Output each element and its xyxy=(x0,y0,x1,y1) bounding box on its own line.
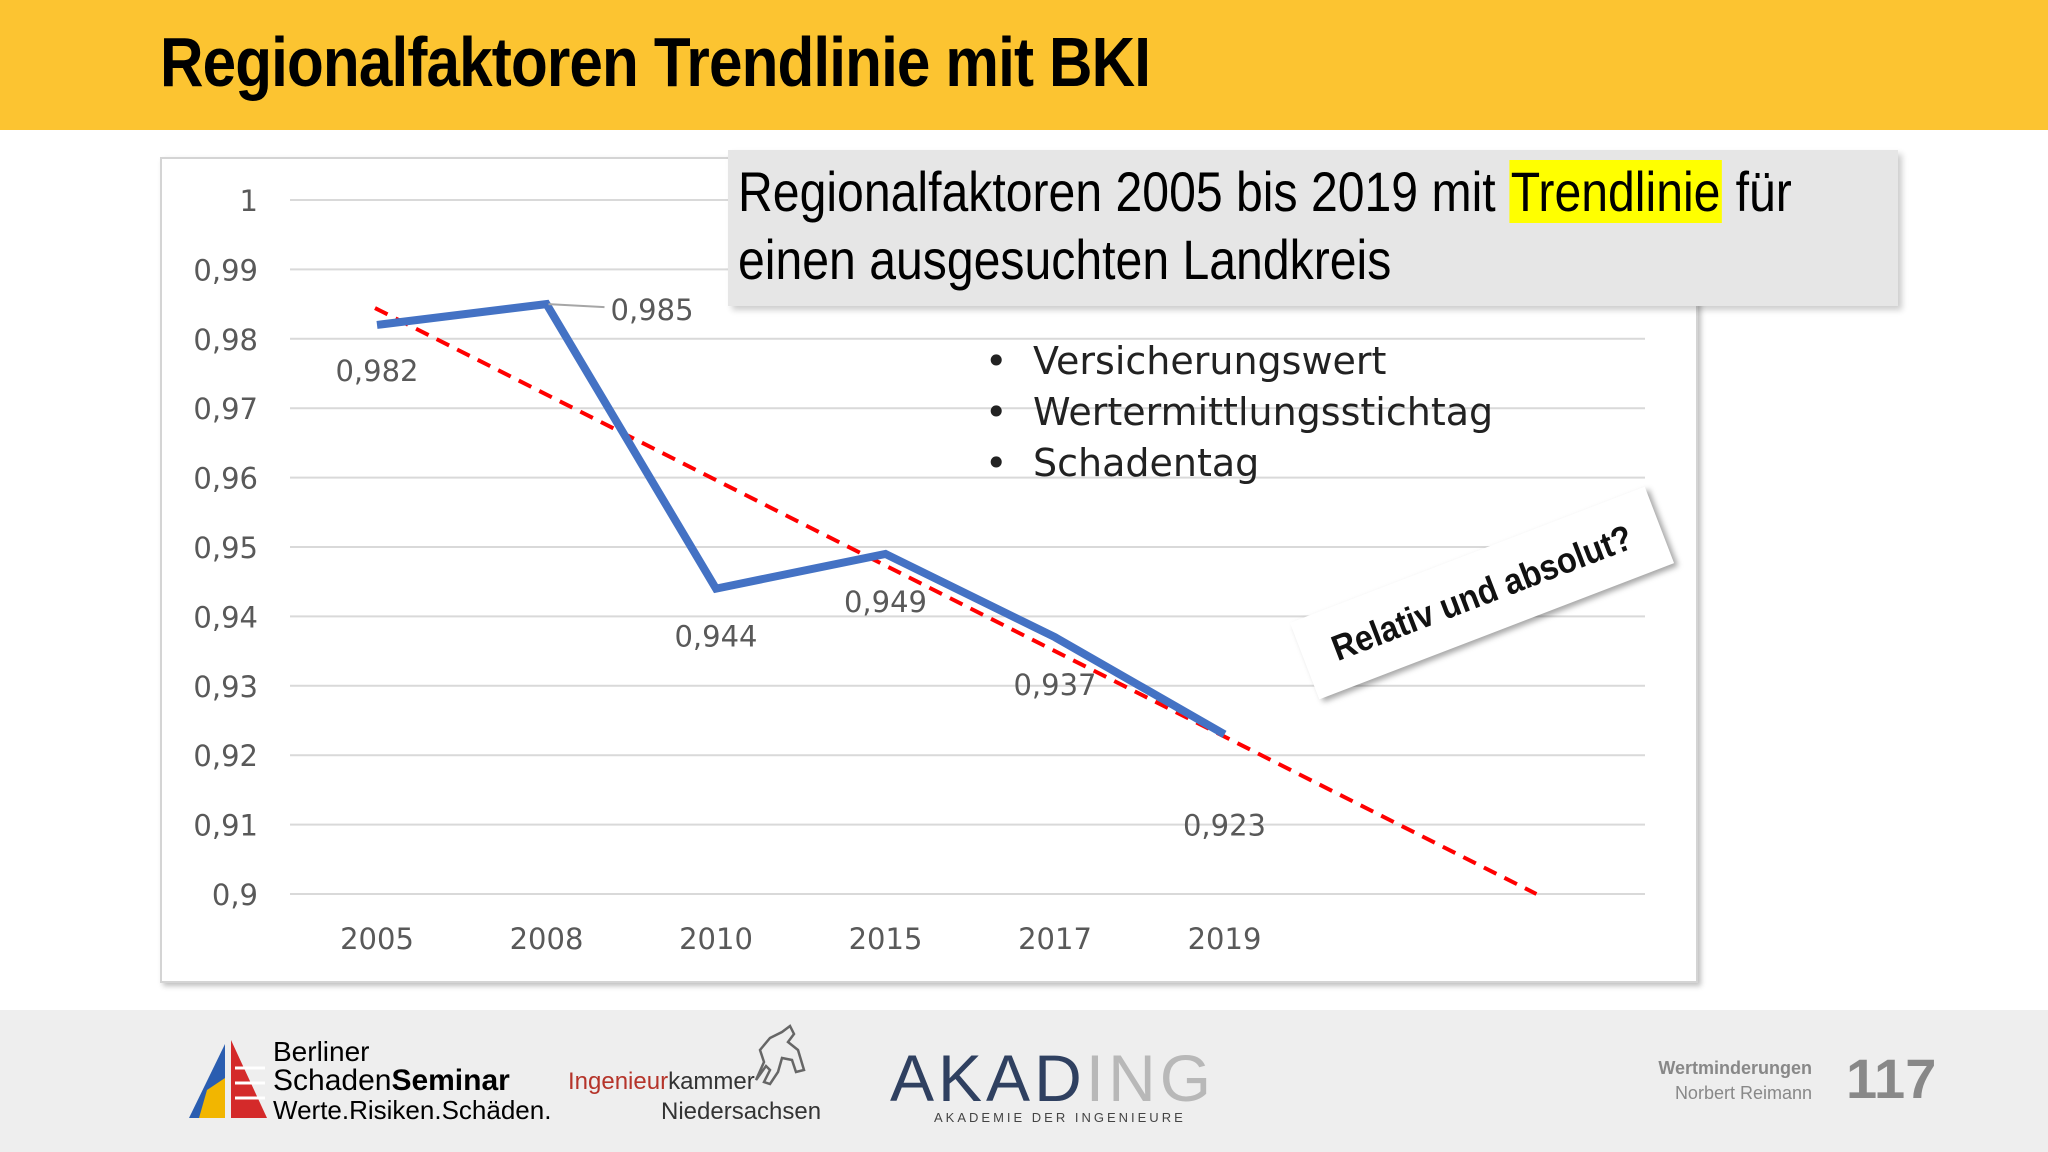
logo3-dark: AKAD xyxy=(890,1041,1086,1115)
page-number: 117 xyxy=(1846,1047,1937,1110)
data-label-leader xyxy=(548,303,605,309)
sails-icon xyxy=(189,1040,267,1118)
y-tick-label: 0,96 xyxy=(193,462,258,496)
y-tick-label: 0,99 xyxy=(193,253,258,287)
series-line xyxy=(376,299,1227,738)
logo2-part1: Ingenieur xyxy=(568,1068,669,1095)
footer-info: Wertminderungen Norbert Reimann xyxy=(1640,1058,1812,1104)
y-tick-label: 0,92 xyxy=(193,739,258,773)
y-tick-label: 0,97 xyxy=(193,392,258,426)
berliner-schadenseminar-logo: Berliner SchadenSeminar Werte.Risiken.Sc… xyxy=(185,1038,551,1128)
bullet-list: Versicherungswert Wertermittlungsstichta… xyxy=(985,336,1493,489)
data-label: 0,944 xyxy=(674,620,757,654)
footer-author: Norbert Reimann xyxy=(1674,1083,1812,1103)
trendline xyxy=(374,306,1538,896)
slide-title: Regionalfaktoren Trendlinie mit BKI xyxy=(160,23,1151,101)
ingenieurkammer-logo: Ingenieurkammer Niedersachsen xyxy=(566,1020,826,1130)
callout-highlight: Trendlinie xyxy=(1509,160,1723,223)
callout-box: Regionalfaktoren 2005 bis 2019 mit Trend… xyxy=(728,150,1898,306)
list-item: Versicherungswert xyxy=(985,336,1493,387)
callout-text: Regionalfaktoren 2005 bis 2019 mit Trend… xyxy=(738,158,1792,294)
callout-text-end: für xyxy=(1722,160,1792,223)
title-bar: Regionalfaktoren Trendlinie mit BKI xyxy=(0,0,2048,130)
x-tick-label: 2010 xyxy=(679,922,753,956)
y-tick-label: 1 xyxy=(240,184,258,218)
x-tick-label: 2019 xyxy=(1188,922,1262,956)
data-label: 0,949 xyxy=(844,585,927,619)
list-item: Wertermittlungsstichtag xyxy=(985,387,1493,438)
akading-logo: AKADING AKADEMIE DER INGENIEURE xyxy=(890,1040,1211,1130)
logo1-line1: Berliner xyxy=(273,1036,370,1067)
logo2-line2: Niedersachsen xyxy=(661,1098,822,1125)
callout-text-start: Regionalfaktoren 2005 bis 2019 mit xyxy=(738,160,1510,223)
logo3-sub: AKADEMIE DER INGENIEURE xyxy=(934,1110,1186,1125)
y-tick-label: 0,91 xyxy=(193,809,258,843)
y-tick-label: 0,9 xyxy=(212,878,258,912)
data-label: 0,923 xyxy=(1183,808,1266,842)
logo1-line3: Werte.Risiken.Schäden. xyxy=(273,1095,552,1125)
data-label: 0,937 xyxy=(1013,668,1096,702)
logo2-part2: kammer xyxy=(668,1068,755,1095)
y-tick-label: 0,98 xyxy=(193,323,258,357)
y-tick-label: 0,95 xyxy=(193,531,258,565)
logo3-light: ING xyxy=(1085,1041,1216,1115)
data-label: 0,982 xyxy=(335,354,418,388)
logo1-line2a: Schaden xyxy=(273,1064,392,1097)
callout-line-2: einen ausgesuchten Landkreis xyxy=(738,228,1392,291)
x-tick-label: 2017 xyxy=(1018,922,1092,956)
list-item: Schadentag xyxy=(985,438,1493,489)
data-label: 0,985 xyxy=(611,293,694,327)
x-tick-label: 2015 xyxy=(849,922,923,956)
footer-topic: Wertminderungen xyxy=(1658,1058,1812,1078)
logo1-line2b: Seminar xyxy=(391,1064,510,1097)
horse-icon xyxy=(754,1024,806,1086)
y-tick-label: 0,93 xyxy=(193,670,258,704)
x-tick-label: 2005 xyxy=(340,922,414,956)
x-tick-label: 2008 xyxy=(510,922,584,956)
footer xyxy=(0,1010,2048,1152)
y-tick-label: 0,94 xyxy=(193,600,258,634)
